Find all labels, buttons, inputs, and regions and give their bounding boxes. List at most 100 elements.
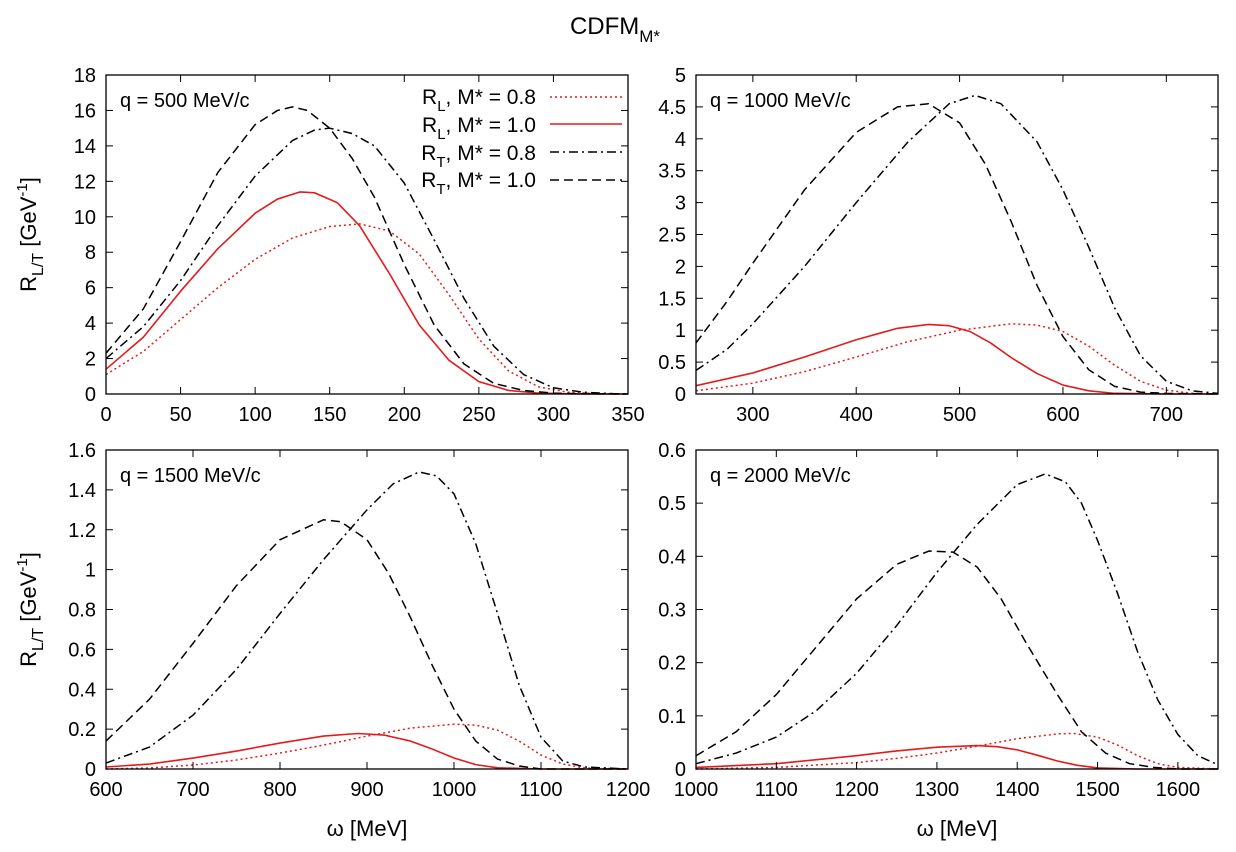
- series-line-3: [695, 94, 1219, 395]
- x-tick-label: 700: [1150, 404, 1183, 426]
- y-tick-label: 8: [85, 242, 96, 264]
- x-tick-label: 600: [1046, 404, 1079, 426]
- y-tick-label: 3: [675, 193, 686, 215]
- y-tick-label: 0.8: [68, 600, 96, 622]
- legend-label: RL, M* = 1.0: [422, 114, 536, 143]
- x-tick-label: 300: [736, 404, 769, 426]
- y-tick-label: 1: [675, 320, 686, 342]
- x-tick-label: 50: [169, 404, 191, 426]
- x-axis-label: ω [MeV]: [327, 816, 408, 841]
- x-tick-label: 1100: [755, 779, 798, 801]
- y-tick-label: 18: [74, 65, 96, 87]
- series-line-4: [105, 519, 628, 770]
- x-tick-label: 900: [350, 779, 383, 801]
- x-tick-label: 600: [89, 779, 122, 801]
- series-line-2: [105, 191, 628, 395]
- y-tick-label: 0.4: [658, 546, 686, 568]
- y-tick-label: 14: [74, 136, 96, 158]
- y-tick-label: 2: [675, 256, 686, 278]
- panel-annotation: q = 2000 MeV/c: [710, 465, 851, 487]
- x-tick-label: 200: [388, 404, 421, 426]
- legend-item-rt-10: RT, M* = 1.0: [421, 169, 622, 198]
- x-tick-label: 500: [943, 404, 976, 426]
- legend-item-rt-08: RT, M* = 0.8: [421, 142, 622, 171]
- y-tick-label: 1.2: [68, 520, 96, 542]
- x-tick-label: 1200: [606, 779, 651, 801]
- plot-frame: [695, 449, 1219, 770]
- y-tick-label: 0.4: [68, 679, 96, 701]
- y-tick-label: 0: [675, 759, 686, 781]
- y-tick-label: 12: [74, 171, 96, 193]
- series-line-3: [695, 473, 1219, 766]
- y-tick-label: 0.3: [658, 600, 686, 622]
- series-group: [695, 94, 1219, 395]
- y-tick-label: 4: [675, 129, 686, 151]
- y-tick-label: 4: [85, 313, 96, 335]
- y-tick-label: 0.2: [68, 719, 96, 741]
- x-tick-label: 800: [263, 779, 296, 801]
- y-tick-label: 5: [675, 65, 686, 87]
- x-tick-label: 1600: [1156, 779, 1201, 801]
- x-tick-label: 1300: [915, 779, 960, 801]
- panel-annotation: q = 500 MeV/c: [120, 90, 250, 112]
- y-tick-label: 0.5: [658, 352, 686, 374]
- plot-frame: [695, 74, 1219, 395]
- y-tick-label: 2: [85, 349, 96, 371]
- y-tick-label: 6: [85, 278, 96, 300]
- x-tick-label: 700: [176, 779, 209, 801]
- x-tick-label: 0: [100, 404, 111, 426]
- series-line-3: [105, 127, 629, 395]
- series-line-2: [695, 323, 1218, 395]
- x-tick-label: 150: [313, 404, 346, 426]
- legend-label: RT, M* = 0.8: [421, 142, 536, 171]
- y-tick-label: 1.4: [68, 480, 96, 502]
- x-axis-label: ω [MeV]: [917, 816, 998, 841]
- legend-item-rl-10: RL, M* = 1.0: [422, 114, 622, 143]
- panel-3: 600 700 800 900 1000 1100 1200 0 0.2 0.4 0.6 0.8 1 1.…: [14, 440, 650, 841]
- series-line-1: [105, 223, 629, 395]
- legend-label: RL, M* = 0.8: [422, 86, 536, 115]
- y-tick-label: 0.2: [658, 653, 686, 675]
- y-axis-label: RL/T [GeV-1]: [14, 177, 47, 292]
- series-line-4: [695, 550, 1218, 770]
- series-line-4: [105, 106, 629, 395]
- y-tick-label: 10: [74, 207, 96, 229]
- series-group: [105, 471, 629, 770]
- series-line-1: [695, 323, 1219, 395]
- x-tick-label: 300: [537, 404, 570, 426]
- y-tick-label: 16: [74, 100, 96, 122]
- x-tick-label: 1100: [519, 779, 562, 801]
- y-tick-label: 1.6: [68, 440, 96, 462]
- x-tick-label: 350: [611, 404, 644, 426]
- y-tick-label: 0: [85, 384, 96, 406]
- legend-label: RT, M* = 1.0: [421, 169, 536, 198]
- y-tick-label: 1: [85, 560, 96, 582]
- y-tick-label: 0.1: [658, 706, 686, 728]
- y-tick-label: 0.6: [658, 440, 686, 462]
- y-axis-label: RL/T [GeV-1]: [14, 552, 47, 667]
- panel-annotation: q = 1500 MeV/c: [120, 465, 261, 487]
- x-tick-label: 1400: [995, 779, 1040, 801]
- panel-annotation: q = 1000 MeV/c: [710, 90, 851, 112]
- y-tick-label: 2.5: [658, 225, 686, 247]
- y-tick-label: 1.5: [658, 288, 686, 310]
- y-tick-label: 0.6: [68, 639, 96, 661]
- legend: RL, M* = 0.8 RL, M* = 1.0 RT, M* = 0.8 R…: [421, 86, 622, 198]
- figure-title: CDFMM*: [570, 13, 660, 46]
- y-tick-label: 0.5: [658, 493, 686, 515]
- y-tick-label: 0: [675, 384, 686, 406]
- y-tick-label: 0: [85, 759, 96, 781]
- panel-4: 1000 1100 1200 1300 1400 1500 1600 0 0.1 0.2 0.3 0.…: [658, 440, 1219, 841]
- x-tick-label: 100: [238, 404, 271, 426]
- y-tick-label: 4.5: [658, 97, 686, 119]
- x-tick-label: 1200: [834, 779, 879, 801]
- legend-item-rl-08: RL, M* = 0.8: [422, 86, 622, 115]
- x-tick-label: 400: [840, 404, 873, 426]
- panel-1: 0 50 100 150 200 250 300 350 0 2 4 6 8 10 12 14 16 18 q = …: [14, 65, 645, 426]
- y-tick-label: 3.5: [658, 161, 686, 183]
- series-line-3: [105, 471, 629, 770]
- series-group: [695, 473, 1219, 770]
- x-tick-label: 1000: [674, 779, 719, 801]
